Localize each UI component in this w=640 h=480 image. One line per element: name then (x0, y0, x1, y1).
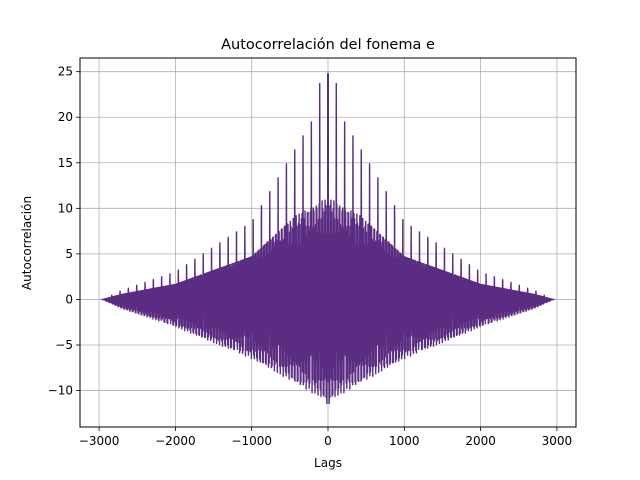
y-tick-label: −10 (48, 384, 73, 398)
series-layer (100, 72, 556, 405)
y-tick-label: 20 (58, 110, 73, 124)
x-tick-label: 1000 (389, 434, 420, 448)
x-axis-ticks: −3000 −2000 −1000 0 1000 2000 3000 (79, 427, 572, 448)
x-tick-label: 0 (324, 434, 332, 448)
y-tick-label: 10 (58, 201, 73, 215)
x-tick-label: −2000 (155, 434, 196, 448)
y-tick-label: 15 (58, 156, 73, 170)
y-tick-label: −5 (55, 338, 73, 352)
x-tick-label: −3000 (79, 434, 120, 448)
x-tick-label: 3000 (542, 434, 573, 448)
y-axis-ticks: −10 −5 0 5 10 15 20 25 (48, 65, 80, 398)
chart-title: Autocorrelación del fonema e (221, 37, 435, 53)
y-tick-label: 25 (58, 65, 73, 79)
y-tick-label: 0 (65, 292, 73, 306)
y-tick-label: 5 (65, 247, 73, 261)
plot-area (100, 72, 556, 405)
x-axis-label: Lags (314, 456, 342, 470)
x-tick-label: −1000 (231, 434, 272, 448)
x-tick-label: 2000 (465, 434, 496, 448)
y-axis-label: Autocorrelación (20, 196, 34, 290)
